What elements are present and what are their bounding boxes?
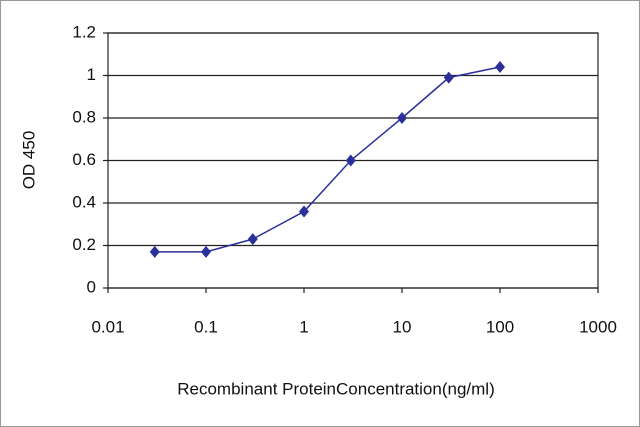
x-tick-label: 10 [393, 317, 412, 336]
y-tick-label: 0.8 [72, 107, 96, 126]
x-tick-label: 100 [486, 317, 514, 336]
data-point [495, 61, 505, 73]
data-point [345, 154, 356, 167]
x-tick-label: 1000 [579, 317, 617, 336]
data-point [247, 233, 258, 246]
data-point [443, 71, 454, 84]
y-tick-label: 0.2 [72, 235, 96, 254]
y-tick-label: 0.6 [72, 150, 96, 169]
data-line [154, 66, 501, 253]
y-tick-label: 0 [87, 277, 96, 296]
y-axis-label: OD 450 [19, 131, 38, 190]
data-point [149, 245, 160, 258]
x-axis-label: Recombinant ProteinConcentration(ng/ml) [177, 379, 495, 398]
y-tick-label: 0.4 [72, 192, 96, 211]
x-tick-label: 0.1 [194, 317, 218, 336]
x-tick-label: 0.01 [91, 317, 124, 336]
data-point [397, 112, 407, 124]
y-tick-label: 1.2 [72, 22, 96, 41]
data-point [299, 205, 309, 218]
data-point [201, 245, 211, 258]
y-tick-label: 1 [87, 65, 96, 84]
x-tick-label: 1 [299, 317, 308, 336]
